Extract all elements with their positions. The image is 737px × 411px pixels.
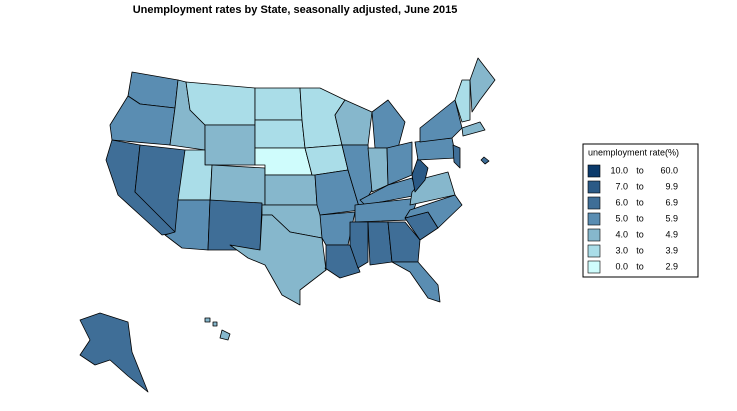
legend-high: 60.0 <box>660 165 678 175</box>
legend-high: 6.9 <box>665 197 678 207</box>
legend-connector: to <box>636 229 644 239</box>
legend-connector: to <box>636 261 644 271</box>
legend-swatch <box>587 244 601 258</box>
map-title: Unemployment rates by State, seasonally … <box>133 4 458 16</box>
legend-swatch <box>587 260 601 274</box>
state <box>204 317 211 323</box>
legend-swatch <box>587 228 601 242</box>
legend-swatch <box>587 164 601 178</box>
legend-low: 6.0 <box>615 197 628 207</box>
state <box>334 99 373 146</box>
legend-high: 4.9 <box>665 229 678 239</box>
state <box>452 144 461 169</box>
legend-connector: to <box>636 165 644 175</box>
state <box>219 329 231 341</box>
legend-low: 5.0 <box>615 213 628 223</box>
legend-low: 3.0 <box>615 245 628 255</box>
state <box>304 144 349 176</box>
legend-connector: to <box>636 245 644 255</box>
legend-high: 5.9 <box>665 213 678 223</box>
legend: 10.0 to 60.0 7.0 to 9.9 6.0 to 6.9 5.0 to 5.9 4.0 to 4… <box>587 164 678 274</box>
legend-low: 7.0 <box>615 181 628 191</box>
legend-high: 2.9 <box>665 261 678 271</box>
us-map <box>79 57 496 393</box>
state <box>264 174 318 206</box>
state <box>207 199 263 251</box>
state <box>254 119 306 149</box>
legend-connector: to <box>636 181 644 191</box>
legend-swatch <box>587 180 601 194</box>
state <box>419 99 463 143</box>
legend-high: 3.9 <box>665 245 678 255</box>
legend-high: 9.9 <box>665 181 678 191</box>
legend-low: 4.0 <box>615 229 628 239</box>
state <box>371 99 406 149</box>
state <box>387 221 421 263</box>
state <box>254 87 303 121</box>
state <box>79 312 149 393</box>
legend-swatch <box>587 196 601 210</box>
legend-swatch <box>587 212 601 226</box>
state <box>314 169 361 216</box>
state <box>411 157 429 193</box>
legend-box <box>582 143 699 278</box>
state <box>391 261 441 303</box>
state <box>454 79 471 123</box>
state <box>480 156 490 165</box>
legend-low: 0.0 <box>615 261 628 271</box>
state <box>209 164 266 206</box>
state <box>461 121 486 137</box>
legend-title: unemployment rate(%) <box>588 147 679 157</box>
legend-low: 10.0 <box>610 165 628 175</box>
state <box>367 147 389 193</box>
state <box>386 141 413 186</box>
state <box>469 57 496 113</box>
state <box>229 214 327 306</box>
state <box>212 321 218 327</box>
state <box>349 221 369 269</box>
legend-connector: to <box>636 197 644 207</box>
state <box>204 124 256 166</box>
legend-connector: to <box>636 213 644 223</box>
